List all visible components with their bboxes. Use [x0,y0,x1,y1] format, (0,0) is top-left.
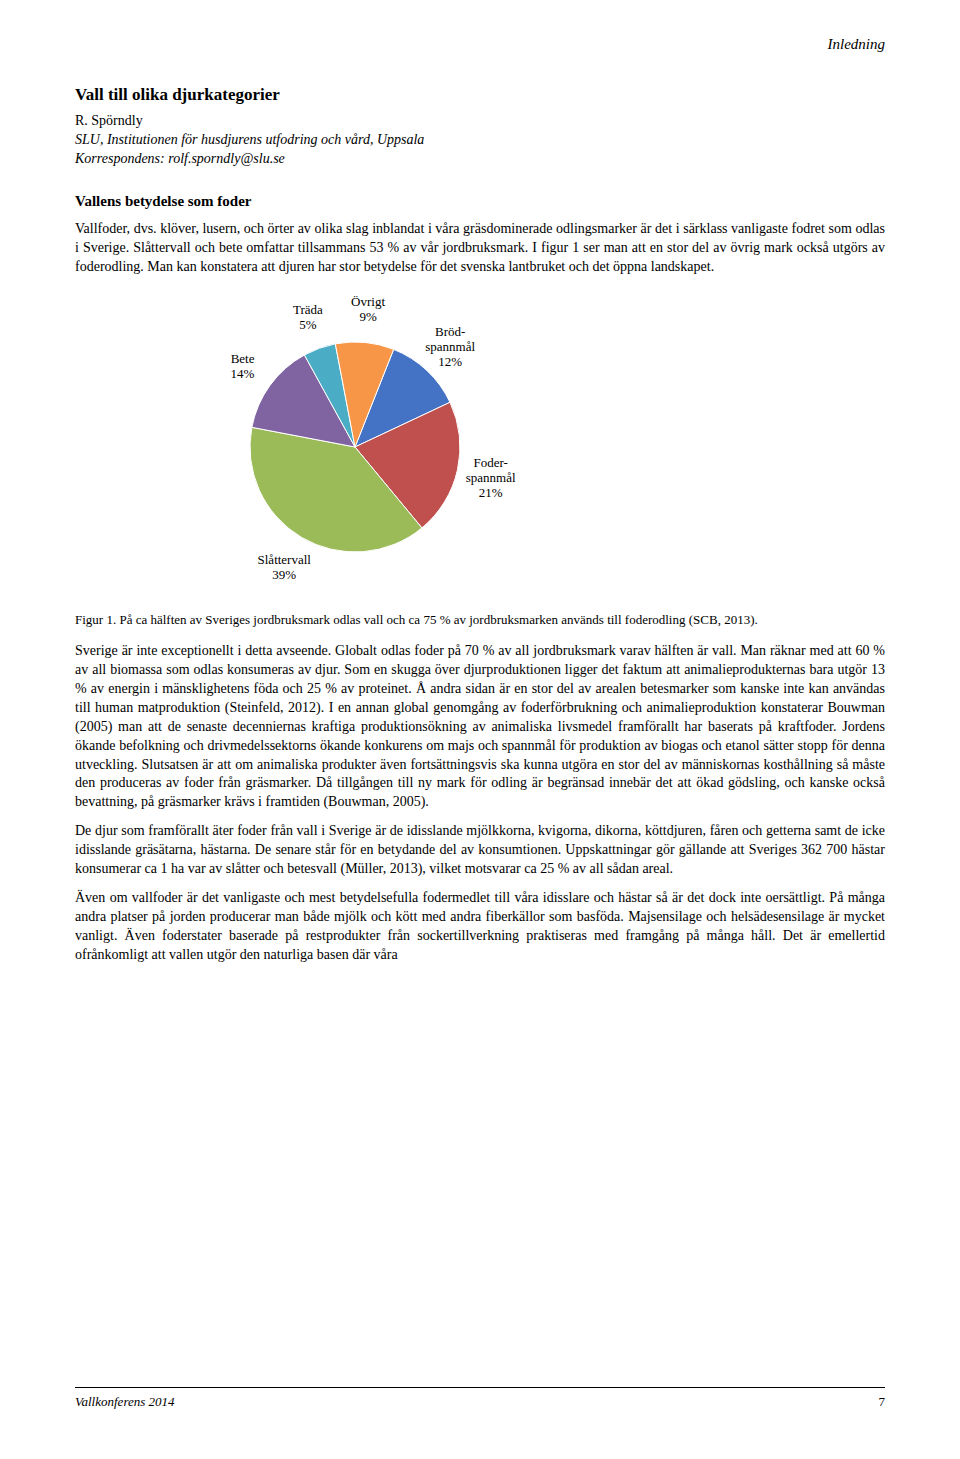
html-text:Inledning: Inledning [827,36,885,52]
svg-text:Foder-spannmål21%: Foder-spannmål21% [466,455,516,500]
html-text:R. Spörndly: R. Spörndly [75,113,143,128]
svg-text:Övrigt9%: Övrigt9% [351,293,385,323]
html-text:7: 7 [878,1394,885,1409]
html-text:Vall till olika djurkategorier: Vall till olika djurkategorier [75,85,280,104]
html-text:Vallkonferens 2014: Vallkonferens 2014 [75,1394,175,1409]
html-text:Vallens betydelse som foder: Vallens betydelse som foder [75,193,252,209]
html-text:De djur som framförallt äter f: De djur som framförallt äter foder från … [75,823,885,876]
svg-text:Bröd-spannmål12%: Bröd-spannmål12% [425,323,475,368]
svg-text:Träda5%: Träda5% [293,301,323,331]
html-text:Korrespondens: rolf.sporndly@s: Korrespondens: rolf.sporndly@slu.se [75,151,285,166]
html-text:SLU, Institutionen för husdjur: SLU, Institutionen för husdjurens utfodr… [75,132,425,147]
html-text:Även om vallfoder är det vanli: Även om vallfoder är det vanligaste och … [75,889,885,962]
html-text:Figur 1. På ca hälften av Sver: Figur 1. På ca hälften av Sveriges jordb… [75,611,758,627]
svg-text:Slåttervall39%: Slåttervall39% [258,551,312,581]
svg-text:Bete14%: Bete14% [231,350,255,380]
html-text:Vallfoder, dvs. klöver, lusern: Vallfoder, dvs. klöver, lusern, och örte… [75,221,885,274]
html-text:Sverige är inte exceptionellt: Sverige är inte exceptionellt i detta av… [75,643,885,810]
